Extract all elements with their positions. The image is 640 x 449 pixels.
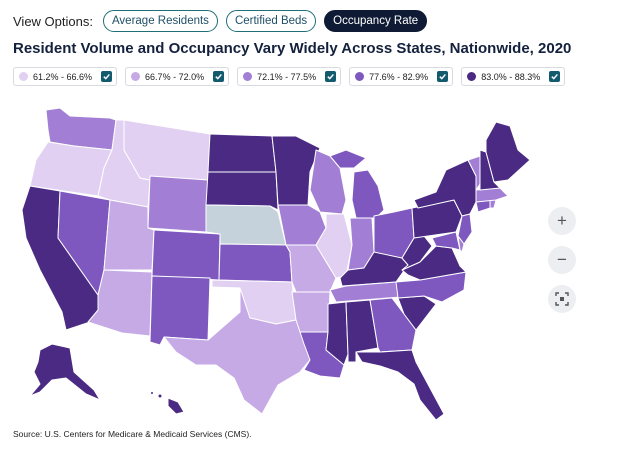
view-options: View Options: Average Residents Certifie… xyxy=(13,10,428,32)
state-vt[interactable] xyxy=(467,155,481,191)
state-wy[interactable] xyxy=(147,175,209,233)
occupancy-rate-button[interactable]: Occupancy Rate xyxy=(324,10,428,32)
zoom-out-icon[interactable]: − xyxy=(548,246,576,274)
legend: 61.2% - 66.6% 66.7% - 72.0% 72.1% - 77.5… xyxy=(13,67,566,86)
legend-item-1[interactable]: 61.2% - 66.6% xyxy=(13,67,118,86)
zoom-in-icon[interactable]: + xyxy=(548,207,576,235)
state-mn[interactable] xyxy=(271,135,321,206)
state-ak[interactable] xyxy=(29,343,101,401)
state-hi-islands-2 xyxy=(150,391,154,395)
state-ut[interactable] xyxy=(103,199,155,271)
state-nj[interactable] xyxy=(457,213,473,245)
legend-item-2[interactable]: 66.7% - 72.0% xyxy=(125,67,230,86)
checkbox-checked-icon[interactable] xyxy=(213,71,225,82)
average-residents-button[interactable]: Average Residents xyxy=(102,10,218,32)
view-options-label: View Options: xyxy=(13,13,93,29)
state-sd[interactable] xyxy=(205,171,279,211)
state-ks[interactable] xyxy=(218,243,293,283)
state-ar[interactable] xyxy=(291,291,331,333)
reset-view-icon[interactable] xyxy=(548,285,576,313)
legend-item-4[interactable]: 77.6% - 82.9% xyxy=(349,67,454,86)
checkbox-checked-icon[interactable] xyxy=(325,71,337,82)
state-va[interactable] xyxy=(401,245,467,281)
checkbox-checked-icon[interactable] xyxy=(437,71,449,82)
state-nm[interactable] xyxy=(149,275,211,346)
legend-label: 83.0% - 88.3% xyxy=(481,71,541,82)
state-mi-upper[interactable] xyxy=(329,149,367,169)
legend-label: 66.7% - 72.0% xyxy=(145,71,205,82)
state-ia[interactable] xyxy=(277,204,327,246)
us-choropleth-map xyxy=(21,107,531,421)
state-mt[interactable] xyxy=(123,119,211,181)
state-mi[interactable] xyxy=(351,169,385,219)
state-tx[interactable] xyxy=(163,287,311,415)
source-note: Source: U.S. Centers for Medicare & Medi… xyxy=(13,429,252,439)
legend-item-5[interactable]: 83.0% - 88.3% xyxy=(461,67,566,86)
checkbox-checked-icon[interactable] xyxy=(101,71,113,82)
legend-label: 61.2% - 66.6% xyxy=(33,71,93,82)
state-co[interactable] xyxy=(151,229,221,281)
state-ri[interactable] xyxy=(489,199,497,209)
legend-swatch xyxy=(355,72,365,81)
state-nd[interactable] xyxy=(207,133,277,173)
legend-item-3[interactable]: 72.1% - 77.5% xyxy=(237,67,342,86)
expand-icon xyxy=(555,292,569,306)
state-me[interactable] xyxy=(485,121,531,183)
state-de[interactable] xyxy=(457,235,465,253)
legend-label: 72.1% - 77.5% xyxy=(257,71,317,82)
state-hi-islands xyxy=(157,393,163,399)
state-md[interactable] xyxy=(431,231,461,251)
chart-title: Resident Volume and Occupancy Vary Widel… xyxy=(13,40,572,57)
legend-swatch xyxy=(243,72,253,81)
state-ga[interactable] xyxy=(369,297,417,353)
checkbox-checked-icon[interactable] xyxy=(549,71,561,82)
legend-swatch xyxy=(19,72,28,81)
state-ok[interactable] xyxy=(211,279,297,325)
state-fl[interactable] xyxy=(355,349,445,421)
legend-swatch xyxy=(131,72,141,81)
legend-label: 77.6% - 82.9% xyxy=(369,71,429,82)
certified-beds-button[interactable]: Certified Beds xyxy=(225,10,317,32)
state-hi[interactable] xyxy=(167,397,185,415)
legend-swatch xyxy=(467,72,477,81)
